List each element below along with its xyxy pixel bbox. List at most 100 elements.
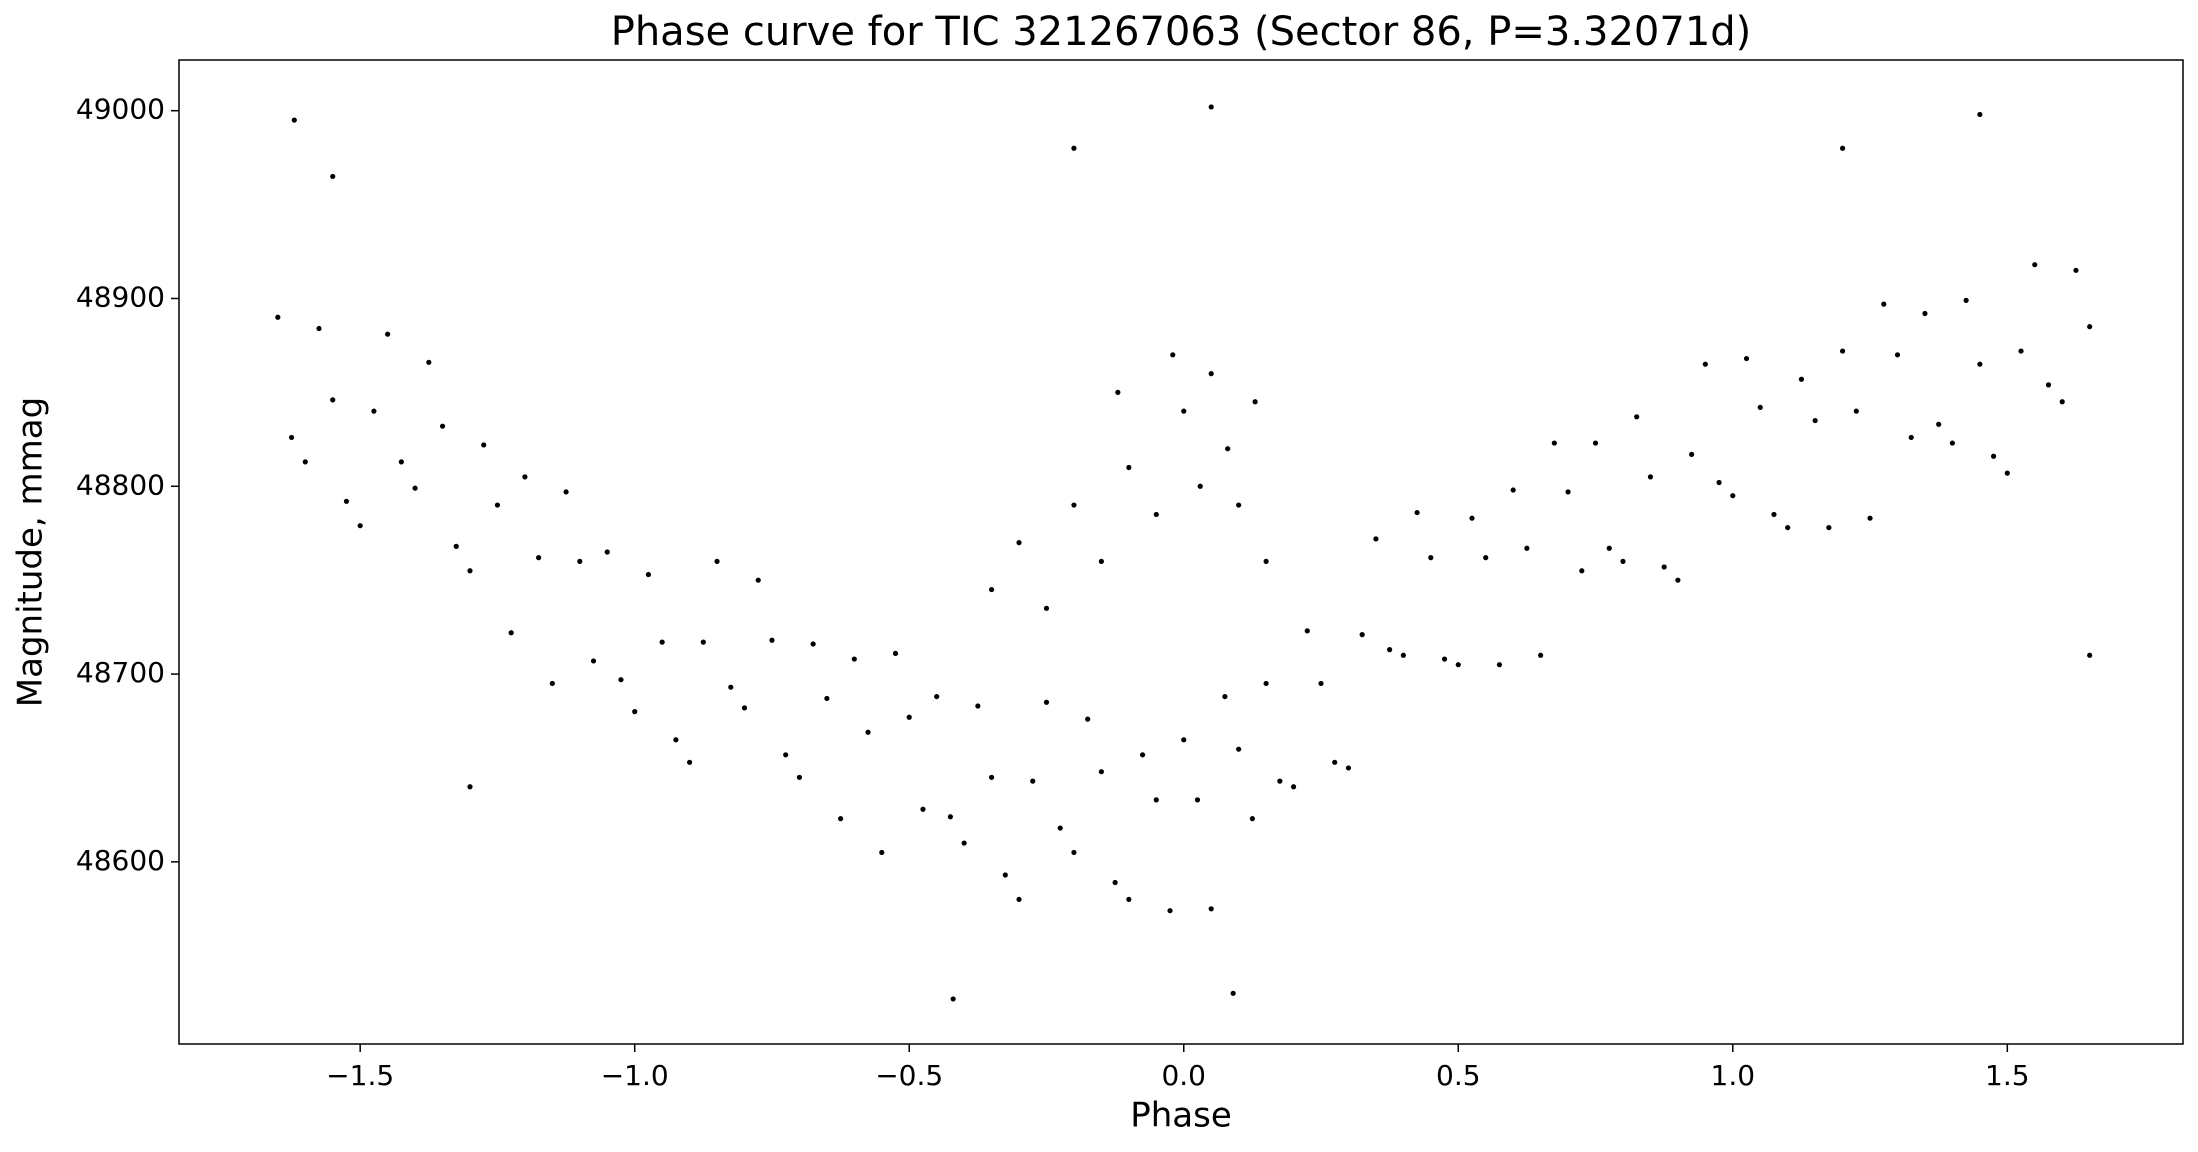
data-point	[1263, 558, 1269, 564]
data-point	[1112, 879, 1118, 886]
data-point	[892, 650, 899, 657]
data-point	[988, 774, 995, 780]
data-point	[2032, 262, 2038, 268]
data-point	[1085, 716, 1091, 722]
data-point	[330, 397, 336, 403]
data-point	[604, 549, 610, 555]
data-point	[467, 784, 473, 790]
data-point	[950, 996, 956, 1002]
x-tick-label: 0.5	[1436, 1059, 1481, 1092]
data-point	[1551, 440, 1557, 446]
data-point	[1990, 453, 1997, 459]
data-point	[494, 502, 501, 508]
data-point	[2087, 652, 2093, 658]
data-point	[563, 489, 569, 495]
data-point	[1400, 652, 1406, 658]
data-point	[1359, 632, 1365, 638]
data-point	[1277, 778, 1283, 784]
data-point	[618, 677, 624, 683]
data-point	[1798, 376, 1805, 382]
data-point	[288, 434, 295, 441]
y-tick-label: 48600	[76, 844, 165, 877]
data-point	[1839, 145, 1846, 151]
data-point	[1225, 446, 1231, 452]
data-point	[1236, 746, 1242, 752]
data-point	[1455, 662, 1461, 668]
data-point	[1098, 558, 1104, 564]
data-point	[439, 423, 446, 429]
y-tick-label: 49000	[76, 93, 165, 126]
data-point	[769, 637, 775, 643]
data-point	[1126, 464, 1132, 471]
data-point	[1043, 605, 1050, 611]
data-point	[1222, 693, 1228, 700]
data-point	[1936, 421, 1942, 427]
data-point	[1826, 524, 1832, 531]
data-point	[1661, 564, 1667, 570]
data-point	[2045, 382, 2052, 388]
data-point	[1043, 699, 1050, 705]
data-point	[1208, 371, 1214, 377]
data-point	[645, 571, 652, 578]
data-point	[1236, 502, 1242, 508]
data-point	[961, 840, 967, 846]
data-point	[1249, 816, 1255, 822]
data-point	[1181, 737, 1187, 743]
data-point	[1194, 797, 1201, 803]
data-point	[522, 474, 528, 480]
data-point	[728, 684, 734, 690]
y-tick-label: 48800	[76, 468, 165, 501]
data-point	[1689, 451, 1695, 457]
data-point	[291, 117, 297, 123]
data-point	[824, 695, 830, 702]
x-tick-label: 1.0	[1711, 1059, 1756, 1092]
data-point	[1208, 906, 1214, 912]
data-point	[920, 806, 926, 812]
data-point	[783, 752, 789, 758]
data-point	[1867, 515, 1873, 521]
data-point	[1620, 558, 1626, 564]
data-point	[1853, 408, 1859, 414]
data-point	[357, 523, 363, 529]
x-axis-label: Phase	[1130, 1096, 1232, 1136]
data-point	[1894, 352, 1901, 358]
y-tick-label: 48700	[76, 656, 165, 689]
data-point	[1115, 389, 1121, 395]
data-point	[508, 630, 514, 636]
data-point	[1579, 568, 1585, 574]
data-point	[302, 459, 308, 465]
data-point	[453, 543, 459, 549]
data-point	[467, 568, 473, 574]
data-point	[1538, 652, 1544, 658]
data-point	[1510, 487, 1516, 493]
data-point	[810, 641, 816, 647]
x-tick-label: −0.5	[875, 1059, 943, 1092]
data-point	[1057, 825, 1063, 831]
data-point	[2018, 348, 2024, 354]
y-tick-label: 48900	[76, 280, 165, 313]
data-point	[1181, 408, 1187, 414]
data-point	[1922, 310, 1928, 317]
data-point	[536, 555, 542, 561]
data-point	[851, 656, 857, 662]
data-point	[1387, 647, 1393, 653]
data-point	[1606, 545, 1612, 551]
data-point	[1908, 434, 1914, 441]
data-point	[1428, 555, 1434, 561]
data-point	[1197, 483, 1203, 489]
data-point	[1963, 297, 1969, 303]
x-tick-label: −1.5	[326, 1059, 394, 1092]
data-point	[1496, 662, 1503, 668]
data-point	[837, 816, 844, 822]
data-point	[741, 705, 748, 711]
data-point	[1098, 769, 1104, 775]
data-point	[2087, 324, 2093, 330]
data-point	[1167, 908, 1173, 914]
data-point	[412, 485, 418, 491]
data-point	[1949, 440, 1956, 446]
data-point	[1170, 352, 1176, 358]
data-point	[1757, 404, 1763, 411]
plot-frame	[178, 59, 2184, 1045]
data-point	[1252, 399, 1258, 405]
